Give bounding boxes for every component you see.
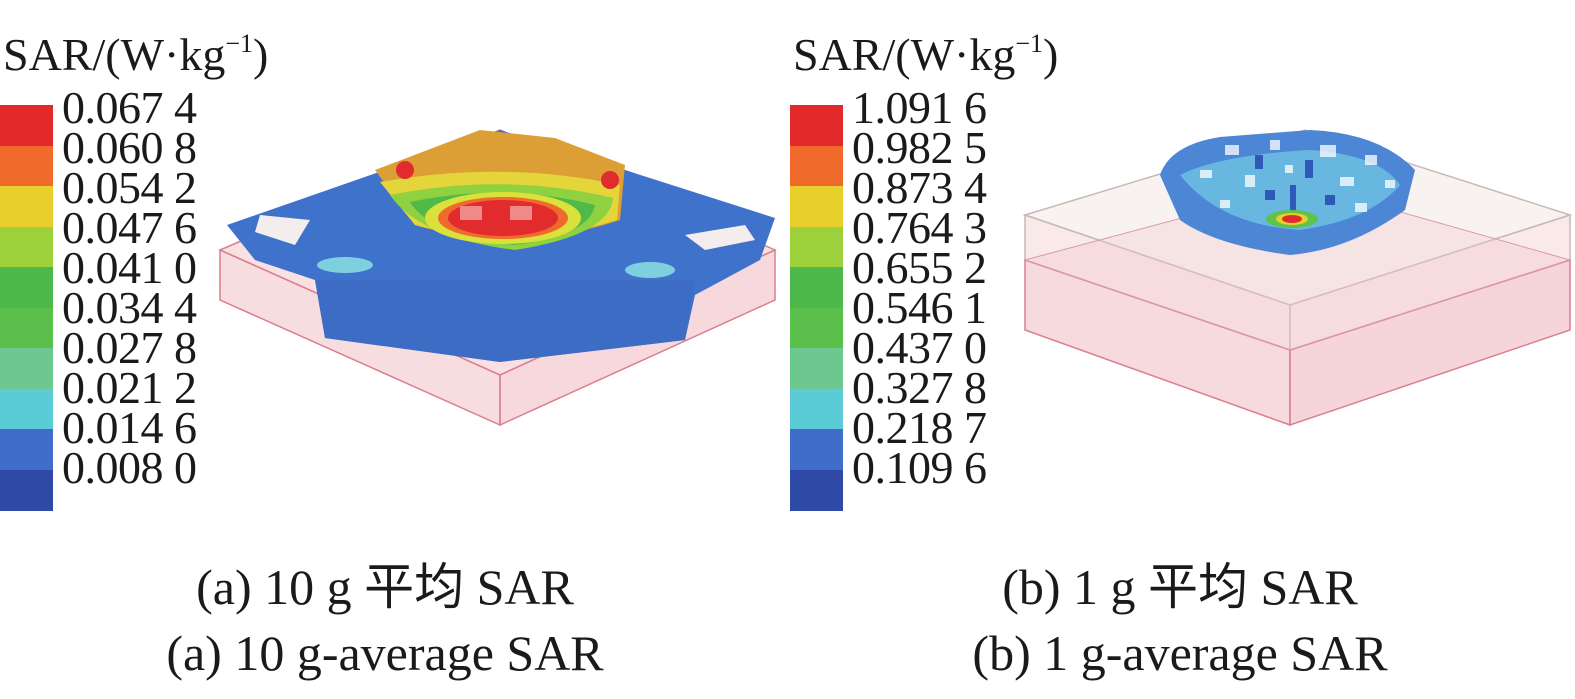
- colorbar-band: [790, 145, 843, 187]
- colorbar-tick-label: 0.873 4: [852, 162, 987, 213]
- colorbar-tick-label: 0.034 4: [62, 282, 197, 333]
- colorbar-tick-label: 0.218 7: [852, 402, 987, 453]
- colorbar-band: [790, 429, 843, 470]
- sar-spot-right: [625, 262, 675, 278]
- colorbar-band: [790, 105, 843, 146]
- legend-title-text: SAR/(W·kg: [793, 29, 1016, 80]
- sar-distribution-10g: [218, 129, 777, 427]
- sar-peak-detail-1: [460, 206, 482, 220]
- colorbar-tick-label: 0.764 3: [852, 202, 987, 253]
- caption-b-english: (b) 1 g-average SAR: [972, 625, 1388, 681]
- colorbar-tick-label: 0.546 1: [852, 282, 987, 333]
- colorbar-band: [790, 267, 843, 308]
- sar-white-notch-left: [255, 215, 310, 245]
- colorbar-tick-label: 0.437 0: [852, 322, 987, 373]
- colorbar-band: [790, 388, 843, 430]
- sar-spot-left: [317, 257, 373, 273]
- colorbar-tick-label: 0.008 0: [62, 442, 197, 493]
- colorbar-band: [0, 388, 53, 430]
- sar-distribution-1g: [1022, 129, 1573, 427]
- colorbar-band: [790, 469, 843, 511]
- colorbar-tick-label: 0.041 0: [62, 242, 197, 293]
- colorbar-tick-label: 0.014 6: [62, 402, 197, 453]
- panel-b: SAR/(W·kg−1) 1.091 6 0.982 5 0.873 4 0.764 …: [790, 0, 1575, 681]
- colorbar-b: [790, 105, 843, 511]
- panel-a: SAR/(W·kg−1) 0.067 4 0.060 8 0.054 2 0.047 …: [0, 0, 790, 681]
- colorbar-band: [0, 348, 53, 389]
- colorbar-tick-label: 0.060 8: [62, 122, 197, 173]
- colorbar-band: [0, 267, 53, 308]
- colorbar-band: [790, 348, 843, 389]
- colorbar-band: [0, 307, 53, 349]
- legend-title-text: SAR/(W·kg: [3, 29, 226, 80]
- sar-speckle-pattern: [1200, 140, 1395, 212]
- legend-title-exponent: −1: [1015, 29, 1043, 58]
- colorbar-tick-label: 0.327 8: [852, 362, 987, 413]
- sar-hotspot-right: [601, 171, 619, 189]
- sar-speckle-dark: [1255, 155, 1335, 215]
- colorbar-tick-label: 0.655 2: [852, 242, 987, 293]
- caption-a-english: (a) 10 g-average SAR: [166, 625, 604, 681]
- legend-title-b: SAR/(W·kg−1): [793, 30, 1058, 80]
- sar-hotspot-left: [396, 161, 414, 179]
- colorbar-band: [0, 186, 53, 227]
- caption-a-chinese: (a) 10 g 平均 SAR: [196, 559, 574, 615]
- caption-b-chinese: (b) 1 g 平均 SAR: [1002, 559, 1358, 615]
- sar-white-notch-right: [685, 225, 755, 250]
- colorbar-tick-label: 0.021 2: [62, 362, 197, 413]
- sar-peak-detail-2: [510, 206, 532, 220]
- legend-title-exponent: −1: [225, 29, 253, 58]
- legend-title-a: SAR/(W·kg−1): [3, 30, 268, 80]
- colorbar-band: [0, 429, 53, 470]
- colorbar-tick-label: 0.109 6: [852, 442, 987, 493]
- colorbar-a: [0, 105, 53, 511]
- colorbar-band: [790, 226, 843, 268]
- colorbar-band: [790, 307, 843, 349]
- colorbar-band: [0, 105, 53, 146]
- colorbar-tick-label: 0.067 4: [62, 82, 197, 133]
- colorbar-band: [790, 186, 843, 227]
- colorbar-tick-label: 0.027 8: [62, 322, 197, 373]
- sar-low-region-lower: [315, 280, 695, 362]
- colorbar-tick-label: 0.982 5: [852, 122, 987, 173]
- colorbar-band: [0, 226, 53, 268]
- colorbar-tick-label: 0.047 6: [62, 202, 197, 253]
- sar-peak-red: [1282, 215, 1302, 223]
- colorbar-tick-label: 0.054 2: [62, 162, 197, 213]
- colorbar-tick-label: 1.091 6: [852, 82, 987, 133]
- colorbar-band: [0, 469, 53, 511]
- legend-title-close: ): [1043, 29, 1059, 80]
- legend-title-close: ): [253, 29, 269, 80]
- colorbar-band: [0, 145, 53, 187]
